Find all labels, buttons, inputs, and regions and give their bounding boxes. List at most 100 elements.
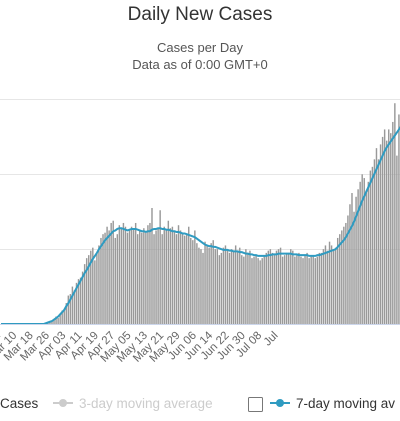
cases-bar <box>265 252 267 324</box>
cases-bar <box>216 249 219 324</box>
cases-bar <box>71 286 74 324</box>
cases-bar <box>263 255 265 324</box>
cases-bar <box>106 226 108 324</box>
cases-bar <box>214 249 216 324</box>
cases-bar <box>234 245 237 324</box>
cases-bar <box>192 240 194 324</box>
cases-bar <box>165 230 167 324</box>
cases-bar <box>226 250 229 324</box>
cases-bar <box>275 250 278 324</box>
cases-bar <box>390 133 392 324</box>
cases-bar <box>343 226 345 324</box>
cases-bar <box>285 252 288 324</box>
cases-bar <box>171 226 174 324</box>
cases-bar <box>320 252 323 324</box>
cases-bar <box>139 230 141 324</box>
cases-bar <box>298 252 300 324</box>
legend-checkbox[interactable] <box>248 397 263 412</box>
cases-bar <box>381 136 384 324</box>
cases-bar <box>206 245 208 324</box>
cases-bar <box>236 250 239 324</box>
cases-bar <box>318 252 321 324</box>
cases-bar <box>363 178 365 324</box>
cases-bar <box>55 316 57 324</box>
cases-bar <box>108 230 110 324</box>
cases-bar <box>253 256 255 324</box>
cases-bar <box>161 234 163 324</box>
cases-bar <box>169 228 172 324</box>
cases-bar <box>277 249 280 324</box>
cases-bar <box>345 222 347 324</box>
cases-bar <box>59 313 61 324</box>
cases-bar <box>141 232 143 324</box>
cases-bar <box>292 250 294 324</box>
cases-bar <box>220 252 223 324</box>
cases-bar <box>328 241 331 324</box>
cases-bar <box>155 230 157 324</box>
cases-bar <box>92 247 94 324</box>
cases-bar <box>100 237 102 324</box>
cases-bar <box>83 264 86 324</box>
cases-bar <box>134 222 137 324</box>
cases-bar <box>339 234 341 324</box>
cases-bar <box>136 234 139 324</box>
legend-label-cases: Cases <box>0 396 39 411</box>
cases-bar <box>396 155 398 324</box>
cases-bar <box>279 247 282 324</box>
cases-bar <box>361 174 363 324</box>
chart-title: Daily New Cases <box>127 4 273 25</box>
seven-day-moving-average-line <box>1 126 400 325</box>
cases-bar <box>208 247 210 324</box>
cases-bar <box>200 249 202 324</box>
cases-bar <box>147 225 149 324</box>
cases-bar <box>377 159 380 324</box>
cases-bar <box>90 250 92 324</box>
cases-bar <box>269 249 272 324</box>
cases-bar <box>145 232 147 324</box>
cases-bar <box>67 295 70 324</box>
cases-bar <box>132 228 135 324</box>
cases-bar <box>130 226 133 324</box>
cases-bar <box>255 255 257 324</box>
cases-bar <box>316 256 319 324</box>
cases-bar <box>116 234 119 324</box>
cases-bar <box>222 247 225 324</box>
cases-bar <box>392 121 394 324</box>
cases-bar <box>228 252 231 324</box>
legend-item-7-day-moving-average[interactable]: 7-day moving av <box>248 396 396 412</box>
cases-bar <box>73 290 76 324</box>
cases-bar <box>110 222 112 324</box>
cases-bar <box>53 319 55 324</box>
cases-bar <box>314 258 316 324</box>
cases-bar <box>94 260 96 324</box>
cases-bar <box>283 255 286 324</box>
legend-item-cases[interactable]: Cases <box>0 396 39 411</box>
cases-bar <box>118 225 121 324</box>
cases-bar <box>336 237 339 324</box>
cases-bar <box>85 258 88 324</box>
x-tick-label: 02 <box>0 330 3 348</box>
cases-bar <box>232 250 235 324</box>
cases-bar <box>353 211 355 324</box>
cases-bar <box>159 210 161 324</box>
cases-bar <box>210 243 212 324</box>
cases-bar <box>57 318 59 324</box>
legend-item-3-day-moving-average[interactable]: 3-day moving average <box>53 396 213 411</box>
cases-bar <box>296 255 298 324</box>
cases-bar <box>190 237 192 324</box>
cases-bar <box>288 252 290 324</box>
cases-bar <box>304 255 306 324</box>
cases-bar <box>179 230 182 324</box>
cases-bar <box>332 249 335 324</box>
cases-bar <box>120 228 123 324</box>
cases-bar <box>194 230 196 324</box>
cases-bar <box>143 228 145 324</box>
cases-bar <box>383 129 386 324</box>
cases-bar <box>273 255 276 324</box>
chart-subtitle-line-1: Cases per Day <box>157 40 243 55</box>
cases-bar <box>300 256 302 324</box>
cases-bar <box>128 230 131 324</box>
cases-bar <box>261 258 263 324</box>
